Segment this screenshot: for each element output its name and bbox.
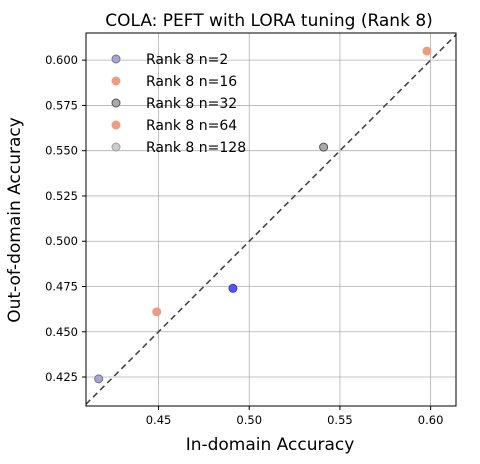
y-tick-label: 0.425 [45,370,78,384]
legend: Rank 8 n=2 Rank 8 n=16 Rank 8 n=32 Rank 8 n… [111,52,246,156]
y-tick-label: 0.550 [45,144,78,158]
y-tick-label: 0.575 [45,98,78,112]
x-tick-label: 0.45 [146,413,172,427]
y-tick-label: 0.525 [45,189,78,203]
x-tick-label: 0.55 [327,413,353,427]
legend-marker [111,142,121,152]
chart-title: COLA: PEFT with LORA tuning (Rank 8) [105,11,433,31]
y-tick-label: 0.600 [45,53,78,67]
y-axis-ticks: 0.425 0.450 0.475 0.500 0.525 0.550 0.575 0.600 [45,53,86,384]
scatter-point [319,142,329,152]
grid [86,33,456,406]
x-tick-label: 0.60 [418,413,444,427]
scatter-point [422,46,432,56]
plot-frame [85,32,457,407]
legend-marker [111,76,121,86]
scatter-point [152,307,162,317]
legend-label: Rank 8 n=2 [146,52,228,68]
x-axis-ticks: 0.45 0.50 0.55 0.60 [146,406,444,427]
legend-marker [111,54,121,64]
y-tick-label: 0.450 [45,325,78,339]
x-tick-label: 0.50 [236,413,262,427]
data-points [94,46,432,384]
legend-label: Rank 8 n=16 [146,74,237,90]
scatter-point [94,374,104,384]
scatter-point [228,283,238,293]
legend-marker [111,98,121,108]
y-tick-label: 0.500 [45,234,78,248]
legend-label: Rank 8 n=128 [146,140,246,156]
diagonal-reference-line [85,34,457,405]
legend-label: Rank 8 n=32 [146,96,237,112]
x-axis-label: In-domain Accuracy [186,435,355,455]
y-tick-label: 0.475 [45,279,78,293]
y-axis-label: Out-of-domain Accuracy [5,117,25,323]
legend-label: Rank 8 n=64 [146,118,237,134]
legend-marker [111,120,121,130]
